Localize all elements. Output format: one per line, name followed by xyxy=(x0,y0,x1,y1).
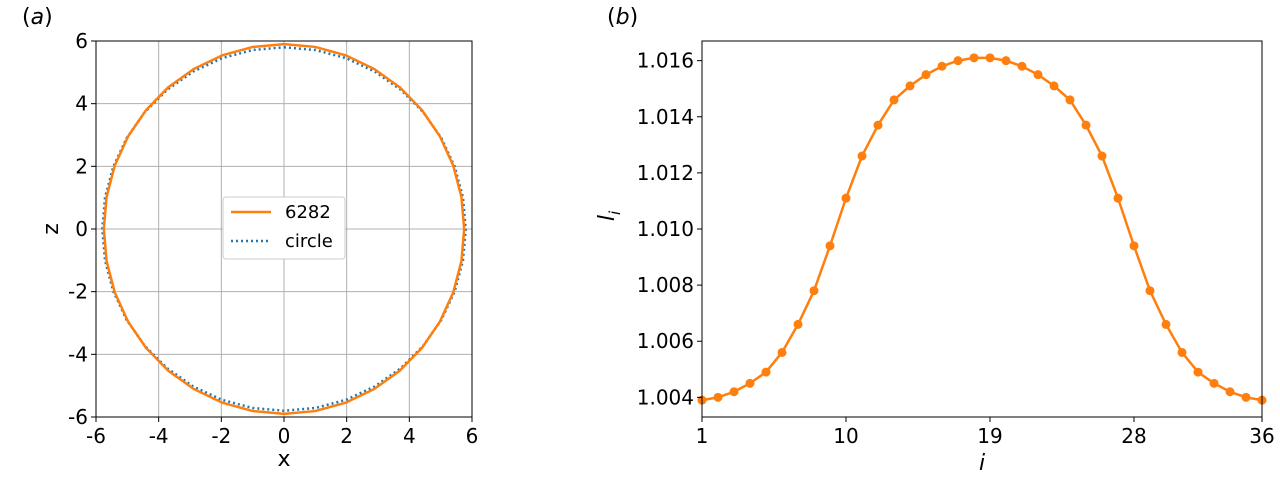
data-point xyxy=(1097,151,1107,161)
y-tick-label: -4 xyxy=(68,342,88,366)
y-tick-label: 4 xyxy=(75,92,88,116)
data-point xyxy=(841,193,851,203)
panel-label-b: (b) xyxy=(607,5,638,30)
x-tick-label: 4 xyxy=(403,424,416,448)
y-tick-label: -2 xyxy=(68,280,88,304)
data-point xyxy=(905,81,915,91)
chart-b: (b) 1 10 19 28 36 1.004 1.006 1.008 1.010 1.012 1.… xyxy=(595,5,1275,476)
data-point xyxy=(1129,241,1139,251)
x-axis-label-a: x xyxy=(277,447,290,472)
y-tick-label: 2 xyxy=(75,154,88,178)
x-axis-label-b: i xyxy=(979,451,985,476)
y-tick-label: 6 xyxy=(75,29,88,53)
data-point xyxy=(761,367,771,377)
data-point xyxy=(1193,367,1203,377)
data-point xyxy=(889,95,899,105)
data-point xyxy=(921,70,931,80)
ticks-a: -6 -4 -2 0 2 4 6 -6 -4 -2 0 2 4 6 xyxy=(68,29,478,448)
panel-label-letter: a xyxy=(31,5,44,30)
data-point xyxy=(1081,120,1091,130)
data-point xyxy=(1209,378,1219,388)
data-point xyxy=(873,120,883,130)
data-point xyxy=(1113,193,1123,203)
x-tick-label: 19 xyxy=(977,424,1002,448)
x-tick-label: -6 xyxy=(86,424,106,448)
panel-label-a: (a) xyxy=(22,5,53,30)
data-point xyxy=(1001,56,1011,66)
data-point xyxy=(1225,387,1235,397)
data-point xyxy=(777,347,787,357)
panel-label-close: ) xyxy=(630,5,639,30)
data-point xyxy=(1065,95,1075,105)
y-axis-label-b-main: l xyxy=(595,215,620,221)
data-point xyxy=(953,56,963,66)
data-point xyxy=(745,378,755,388)
data-point xyxy=(1017,61,1027,71)
data-point xyxy=(1177,347,1187,357)
data-point xyxy=(1049,81,1059,91)
data-point xyxy=(713,392,723,402)
panel-label-open: ( xyxy=(22,5,31,30)
panel-label-letter: b xyxy=(616,5,630,30)
x-tick-label: -4 xyxy=(149,424,169,448)
series-group-a xyxy=(101,42,467,416)
x-tick-label: 36 xyxy=(1249,424,1274,448)
x-tick-label: 6 xyxy=(466,424,479,448)
series-group-b xyxy=(697,53,1267,405)
plot-frame-b xyxy=(701,40,1263,418)
data-point xyxy=(857,151,867,161)
data-point xyxy=(809,286,819,296)
data-point xyxy=(1161,319,1171,329)
y-tick-label: 1.008 xyxy=(637,273,694,297)
panel-label-open: ( xyxy=(607,5,616,30)
y-tick-label: 0 xyxy=(75,217,88,241)
y-axis-label-b: li xyxy=(595,210,624,221)
data-point xyxy=(969,53,979,63)
y-tick-label: 1.012 xyxy=(637,161,694,185)
data-point xyxy=(825,241,835,251)
y-axis-label-a: z xyxy=(39,223,64,235)
series-6282 xyxy=(102,42,466,416)
data-point xyxy=(729,387,739,397)
data-point xyxy=(1145,286,1155,296)
x-tick-label: 10 xyxy=(833,424,858,448)
series-line-li xyxy=(701,56,1263,402)
y-axis-label-b-sub: i xyxy=(606,210,624,215)
data-point xyxy=(985,53,995,63)
panel-label-close: ) xyxy=(44,5,53,30)
data-point xyxy=(1033,70,1043,80)
legend-label-6282: 6282 xyxy=(285,202,331,223)
x-tick-label: -2 xyxy=(211,424,231,448)
x-tick-label: 2 xyxy=(340,424,353,448)
y-tick-label: 1.004 xyxy=(637,385,694,409)
legend-a: 6282 circle xyxy=(222,196,346,260)
x-tick-label: 28 xyxy=(1121,424,1146,448)
data-point xyxy=(1241,392,1251,402)
chart-a: (a) -6 -4 -2 0 2 4 6 -6 -4 -2 0 2 4 6 x z 6282 circle xyxy=(22,5,478,472)
x-tick-label: 0 xyxy=(278,424,291,448)
ticks-b: 1 10 19 28 36 1.004 1.006 1.008 1.010 1.012 1.014 1… xyxy=(637,49,1275,448)
y-tick-label: 1.006 xyxy=(637,329,694,353)
y-tick-label: -6 xyxy=(68,405,88,429)
y-tick-label: 1.016 xyxy=(637,49,694,73)
legend-label-circle: circle xyxy=(285,231,333,252)
y-tick-label: 1.014 xyxy=(637,105,694,129)
x-tick-label: 1 xyxy=(696,424,709,448)
data-point xyxy=(793,319,803,329)
data-point xyxy=(937,61,947,71)
y-tick-label: 1.010 xyxy=(637,217,694,241)
